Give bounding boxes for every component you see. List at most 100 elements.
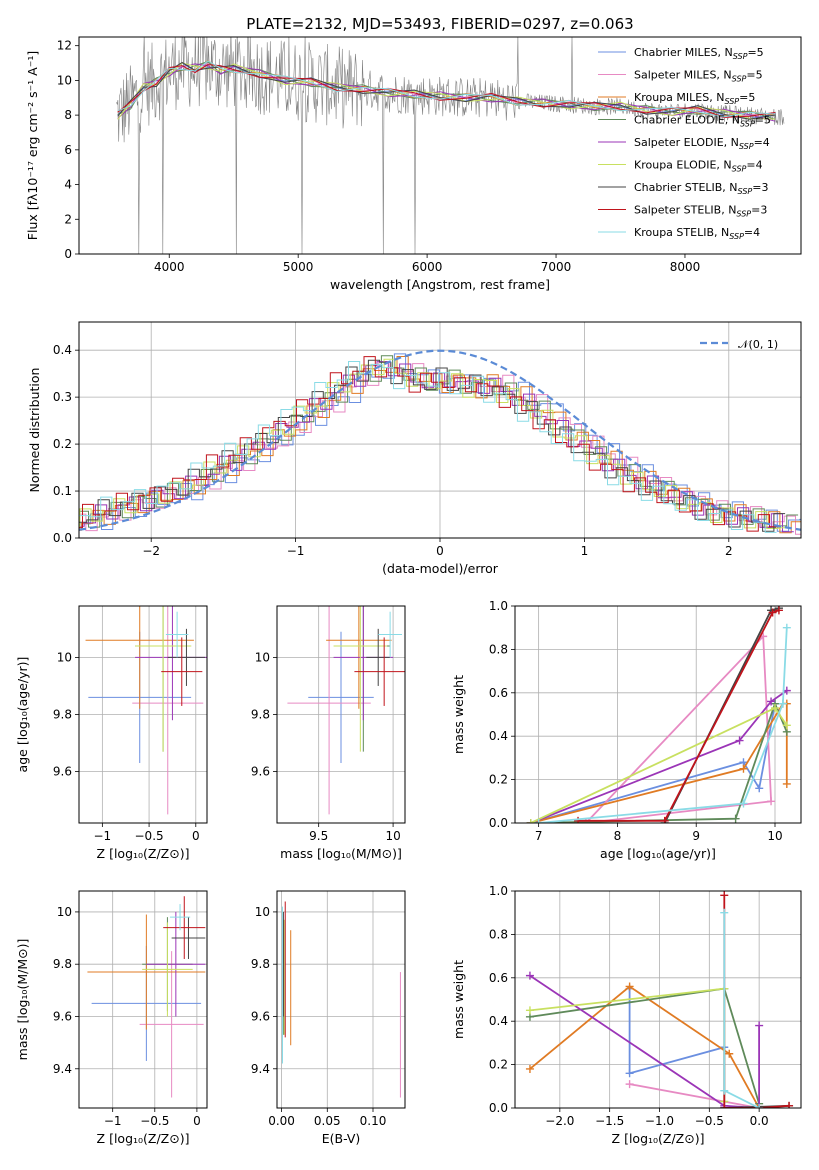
series-kroupa-elodie [526, 703, 791, 823]
x-tick-label: −1.5 [595, 1114, 624, 1128]
y-tick-label: 0.2 [489, 773, 508, 787]
series-point [660, 816, 669, 823]
panel-residuals: −2 −1 0 1 2 0.0 0.1 0.2 0.3 0.4 (data-model)/error… [27, 321, 802, 576]
y-tick-label: 10 [255, 905, 270, 919]
legend-item: Chabrier ELODIE, NSSP=5 [598, 114, 771, 129]
y-tick-label: 0.1 [53, 484, 72, 498]
y-tick-label: 10 [57, 650, 72, 664]
errorbar-kroupa-stelib [378, 611, 403, 658]
y-tick-label: 0.2 [53, 437, 72, 451]
legend-label: Kroupa ELODIE, NSSP=4 [634, 159, 763, 174]
series-line [530, 689, 788, 823]
x-tick-label: 1 [581, 544, 589, 558]
y-tick-label: 0.4 [489, 1014, 508, 1028]
series-point [785, 1101, 794, 1108]
errorbar-kroupa-stelib [165, 611, 189, 658]
legend-sub: SSP [739, 142, 754, 151]
y-tick-label: 8 [64, 108, 72, 122]
y-tick-label: 0.4 [53, 343, 72, 357]
series-kroupa-miles [525, 982, 764, 1108]
y-tick-label: 0.4 [489, 729, 508, 743]
legend-text: Chabrier ELODIE, N [634, 114, 740, 127]
x-tick-label: −1 [94, 829, 112, 843]
y-tick-label: 0.3 [53, 390, 72, 404]
x-tick-label: 0.0 [750, 1114, 769, 1128]
plot-area-mass_vs_ebv [281, 901, 401, 1098]
x-tick-label: 7 [535, 829, 543, 843]
series-salpeter-elodie [526, 686, 791, 823]
x-tick-label: −1 [287, 544, 305, 558]
y-tick-label: 9.8 [251, 708, 270, 722]
x-tick-label: 8 [614, 829, 622, 843]
plot-area-mass_vs_Z [87, 896, 206, 1098]
x-tick-label: −0.5 [140, 1114, 169, 1128]
series-point [574, 816, 583, 823]
x-axis-label: (data-model)/error [382, 561, 499, 576]
series-line [578, 609, 780, 822]
legend-item: Salpeter ELODIE, NSSP=4 [598, 136, 770, 151]
legend-text: Salpeter MILES, N [634, 69, 732, 82]
legend-n: =5 [739, 91, 755, 104]
legend-sub: SSP [733, 52, 748, 61]
errorbar-salpeter-miles [139, 951, 204, 1098]
legend-sub: SSP [732, 75, 747, 84]
y-tick-label: 9.6 [53, 1009, 72, 1023]
y-tick-label: 0.2 [489, 1058, 508, 1072]
plot-area-age_vs_mass [287, 606, 405, 815]
y-tick-label: 9.8 [53, 957, 72, 971]
errorbar-salpeter-miles [132, 606, 204, 815]
y-tick-label: 0.8 [489, 642, 508, 656]
y-tick-label: 0.0 [489, 816, 508, 830]
x-tick-label: 6000 [412, 260, 443, 274]
series-salpeter-stelib [574, 606, 783, 823]
histogram-kroupa-stelib [79, 361, 777, 533]
y-tick-label: 0.8 [489, 927, 508, 941]
series-point [725, 1049, 734, 1058]
legend-sub: SSP [724, 97, 739, 106]
legend-item: Salpeter STELIB, NSSP=3 [598, 204, 767, 219]
x-tick-label: −2.0 [545, 1114, 574, 1128]
legend-label: Salpeter ELODIE, NSSP=4 [634, 136, 770, 151]
x-tick-label: −0.5 [135, 829, 164, 843]
errorbar-chabrier-stelib [171, 917, 206, 959]
y-tick-label: 12 [57, 39, 72, 53]
histogram-chabrier-elodie [79, 355, 799, 529]
legend-text: Chabrier STELIB, N [634, 181, 738, 194]
legend-label: Chabrier STELIB, NSSP=3 [634, 181, 768, 196]
figure-title: PLATE=2132, MJD=53493, FIBERID=0297, z=0… [246, 15, 633, 33]
series-point [768, 608, 777, 617]
series-point [525, 971, 534, 980]
errorbar-salpeter-stelib [161, 637, 203, 706]
errorbar-kroupa-miles [326, 606, 392, 709]
y-tick-label: 0.0 [489, 1101, 508, 1115]
legend-text: Chabrier MILES, N [634, 46, 733, 59]
series-point [755, 1104, 764, 1108]
x-tick-label: 4000 [154, 260, 185, 274]
legend-text: Salpeter STELIB, N [634, 204, 736, 217]
legend-label: Kroupa STELIB, NSSP=4 [634, 226, 760, 241]
x-tick-label: 8000 [670, 260, 701, 274]
y-tick-label: 0 [64, 247, 72, 261]
legend-item: Chabrier MILES, NSSP=5 [598, 46, 764, 61]
y-tick-label: 9.6 [251, 765, 270, 779]
legend-sub: SSP [732, 165, 747, 174]
series-point [720, 908, 729, 917]
errorbar-salpeter-miles [287, 606, 371, 815]
x-axis-label: E(B-V) [322, 1131, 361, 1146]
x-tick-label: 2 [725, 544, 733, 558]
series-point [720, 1086, 729, 1095]
x-tick-label: 0 [193, 1114, 201, 1128]
series-point [720, 1104, 729, 1108]
series-point [526, 819, 535, 823]
errorbar-kroupa-stelib [169, 904, 191, 931]
series-point [720, 891, 729, 900]
series-point [739, 764, 748, 773]
plot-area-weight_vs_Z [525, 891, 794, 1108]
series-point [782, 623, 791, 632]
y-axis-label: mass weight [451, 960, 466, 1039]
series-line [629, 1083, 760, 1108]
x-axis-label: mass [log₁₀(M/M⊙)] [280, 846, 402, 861]
legend-item: Chabrier STELIB, NSSP=3 [598, 181, 768, 196]
legend-text: Kroupa MILES, N [634, 91, 724, 104]
series-point [767, 797, 776, 806]
